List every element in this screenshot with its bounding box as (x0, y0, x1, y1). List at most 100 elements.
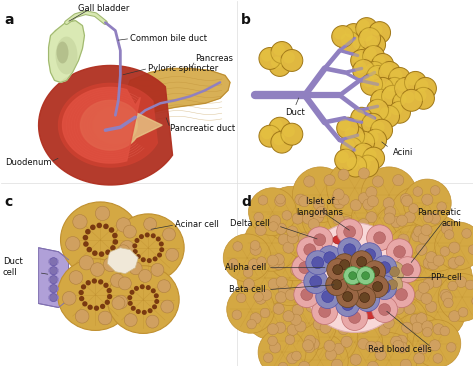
Circle shape (455, 256, 465, 266)
Circle shape (283, 125, 295, 137)
Circle shape (409, 204, 418, 213)
Circle shape (92, 250, 98, 256)
Circle shape (135, 238, 139, 243)
Circle shape (417, 79, 428, 91)
Circle shape (365, 149, 377, 161)
Circle shape (316, 285, 340, 309)
Circle shape (270, 342, 281, 353)
Circle shape (307, 227, 333, 253)
Circle shape (358, 243, 382, 267)
Circle shape (369, 68, 381, 79)
Circle shape (316, 207, 327, 218)
Circle shape (355, 61, 367, 73)
Circle shape (356, 267, 374, 285)
Circle shape (292, 213, 303, 224)
Circle shape (302, 213, 314, 224)
Ellipse shape (352, 310, 407, 366)
Text: d: d (241, 195, 251, 209)
Circle shape (396, 244, 407, 255)
Circle shape (110, 245, 116, 251)
Circle shape (441, 223, 452, 234)
Circle shape (157, 280, 171, 292)
Circle shape (334, 197, 345, 209)
Circle shape (351, 107, 373, 129)
Circle shape (304, 244, 316, 255)
Circle shape (276, 276, 287, 287)
Circle shape (268, 279, 279, 290)
Ellipse shape (57, 259, 133, 330)
Circle shape (364, 61, 385, 83)
Circle shape (318, 246, 342, 270)
Circle shape (257, 257, 266, 266)
Circle shape (423, 213, 433, 222)
Circle shape (304, 270, 328, 294)
Circle shape (372, 297, 398, 323)
Circle shape (129, 262, 142, 275)
Circle shape (369, 101, 381, 113)
Circle shape (400, 193, 411, 205)
Circle shape (75, 309, 89, 323)
Circle shape (287, 353, 298, 364)
Circle shape (326, 274, 347, 295)
Polygon shape (63, 87, 140, 163)
Circle shape (255, 293, 266, 304)
Circle shape (345, 155, 366, 177)
Circle shape (383, 317, 394, 328)
Circle shape (151, 233, 156, 238)
Circle shape (378, 105, 400, 127)
Circle shape (105, 250, 111, 255)
Circle shape (379, 281, 391, 294)
Circle shape (313, 319, 324, 330)
Circle shape (333, 265, 343, 275)
Circle shape (82, 235, 88, 240)
Ellipse shape (387, 275, 442, 330)
Circle shape (312, 303, 324, 315)
Circle shape (373, 121, 384, 133)
Circle shape (391, 103, 402, 115)
Ellipse shape (390, 186, 446, 242)
Circle shape (324, 252, 336, 264)
Circle shape (331, 193, 343, 205)
Circle shape (404, 72, 427, 93)
Circle shape (304, 244, 316, 256)
Circle shape (332, 26, 354, 47)
Circle shape (365, 47, 377, 59)
Circle shape (374, 55, 386, 68)
Circle shape (472, 296, 474, 306)
Circle shape (243, 268, 253, 277)
Text: Alpha cell: Alpha cell (225, 263, 266, 272)
Circle shape (159, 241, 164, 247)
Circle shape (390, 267, 400, 277)
Circle shape (338, 323, 349, 335)
Circle shape (338, 194, 349, 205)
Circle shape (358, 168, 370, 179)
Circle shape (248, 259, 259, 270)
Text: Pancreatic duct: Pancreatic duct (170, 124, 235, 133)
Circle shape (388, 280, 398, 290)
Circle shape (88, 305, 93, 310)
Circle shape (142, 310, 147, 315)
Circle shape (353, 131, 374, 153)
Circle shape (400, 359, 411, 367)
Circle shape (261, 127, 273, 139)
Circle shape (395, 288, 408, 301)
Circle shape (334, 28, 346, 40)
Ellipse shape (311, 285, 325, 294)
Circle shape (83, 241, 89, 247)
Circle shape (371, 23, 383, 36)
Circle shape (357, 19, 370, 32)
Circle shape (50, 258, 57, 266)
Circle shape (426, 251, 437, 263)
Circle shape (414, 77, 437, 99)
Ellipse shape (363, 310, 376, 319)
Circle shape (343, 23, 365, 46)
Circle shape (337, 151, 349, 163)
Circle shape (147, 308, 153, 313)
Circle shape (146, 315, 159, 328)
Circle shape (250, 313, 261, 324)
Circle shape (287, 233, 298, 244)
Circle shape (373, 91, 384, 103)
Circle shape (319, 306, 331, 317)
Circle shape (79, 296, 84, 301)
Circle shape (353, 59, 374, 81)
